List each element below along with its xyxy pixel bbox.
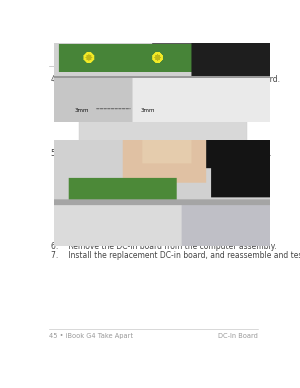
Text: 7.  Install the replacement DC-in board, and reassemble and test the computer.: 7. Install the replacement DC-in board, … — [52, 251, 300, 260]
Text: 6.  Remove the DC-in board from the computer assembly.: 6. Remove the DC-in board from the compu… — [52, 242, 277, 251]
Text: 5.  Tilt up the DC-in board, and pivot it out of the frame.: 5. Tilt up the DC-in board, and pivot it… — [52, 149, 272, 158]
Text: 3mm: 3mm — [140, 108, 155, 113]
Text: 45 • iBook G4 Take Apart: 45 • iBook G4 Take Apart — [49, 333, 133, 339]
Bar — [79, 154, 247, 236]
Text: 3mm: 3mm — [75, 108, 89, 113]
Text: 4.  Remove the two identical screws from the DC-in board.: 4. Remove the two identical screws from … — [52, 75, 280, 84]
Bar — [79, 80, 247, 141]
Text: DC-In Board: DC-In Board — [218, 333, 258, 339]
